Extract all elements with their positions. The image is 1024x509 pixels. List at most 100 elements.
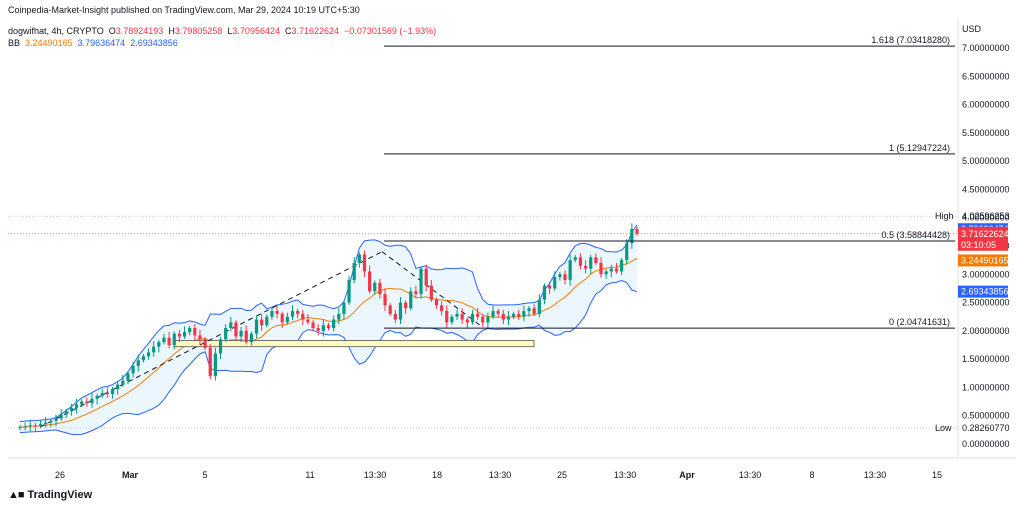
candle-body [440, 305, 444, 312]
candle-body [542, 285, 547, 300]
candle-body [589, 257, 593, 269]
candle-body [604, 271, 608, 275]
fib-level-label: 0.5 (3.58844428) [881, 230, 950, 240]
open-value: 3.78924193 [115, 26, 164, 36]
candle-body [424, 268, 428, 286]
x-tick-label: 8 [809, 470, 814, 480]
candle-body [357, 254, 361, 263]
currency-label[interactable]: USD [962, 24, 982, 34]
candle-body [275, 311, 279, 314]
candle-body [141, 356, 145, 361]
candle-body [311, 322, 315, 329]
candle-body [332, 319, 336, 329]
last-price-tag: 3.71622624 [961, 229, 1009, 239]
symbol-label[interactable]: dogwifhat, 4h, CRYPTO [8, 26, 104, 36]
candle-body [512, 313, 516, 317]
fib-level-label: 1.618 (7.03418280) [871, 35, 950, 45]
falling-trendline [381, 251, 481, 326]
x-tick-label: 13:30 [364, 470, 387, 480]
x-tick-label: 15 [932, 470, 942, 480]
candle-body [18, 427, 22, 429]
brand-label: TradingView [27, 489, 93, 501]
candle-body [398, 302, 403, 320]
candle-body [157, 342, 161, 347]
candle-body [49, 420, 53, 423]
y-tick-label: 0.50000000 [962, 411, 1010, 421]
x-tick-label: 13:30 [489, 470, 512, 480]
y-tick-label: 6.00000000 [962, 100, 1010, 110]
candle-body [105, 393, 110, 395]
candle-body [249, 333, 253, 343]
candle-body [306, 319, 310, 323]
candle-body [146, 352, 151, 357]
candle-body [74, 404, 79, 408]
x-tick-label: 13:30 [739, 470, 762, 480]
candle-body [558, 274, 562, 278]
candle-body [218, 339, 223, 354]
low-value: 3.70956424 [232, 26, 280, 36]
candle-body [537, 299, 541, 314]
candle-body [342, 302, 346, 314]
candle-body [486, 316, 490, 323]
y-tick-label: 3.00000000 [962, 269, 1010, 279]
bb-label[interactable]: BB [8, 38, 21, 48]
bb-lower-value: 2.69343856 [130, 38, 178, 48]
bb-lower-line [19, 280, 638, 436]
candle-body [373, 282, 377, 292]
candle-body [188, 328, 192, 332]
candle-body [414, 291, 418, 295]
candle-body [38, 424, 43, 426]
candle-body [326, 325, 331, 329]
y-tick-label: 5.00000000 [962, 156, 1010, 166]
candle-body [224, 328, 228, 340]
candle-body [254, 319, 259, 334]
candle-body [80, 401, 84, 405]
candle-body [208, 347, 212, 377]
y-tick-label: 2.00000000 [962, 326, 1010, 336]
high-value: 3.79805258 [174, 26, 223, 36]
candle-body [239, 330, 243, 337]
tradingview-logo-icon: ▲■ [8, 489, 25, 501]
candle-body [270, 311, 274, 317]
candle-body [234, 322, 238, 337]
candle-body [182, 331, 187, 337]
change-value: −0.07301569 (−1.93%) [344, 26, 437, 36]
candle-body [470, 313, 475, 323]
candle-body [59, 414, 63, 419]
candle-body [229, 322, 233, 329]
candle-body [563, 274, 567, 280]
y-tick-label: 5.50000000 [962, 128, 1010, 138]
candle-body [100, 393, 104, 396]
candle-body [121, 380, 125, 385]
candle-body [198, 335, 202, 340]
candle-body [64, 411, 68, 415]
candle-body [162, 337, 166, 343]
y-tick-label: 4.50000000 [962, 184, 1010, 194]
low-value-label: 0.28260770 [962, 423, 1010, 433]
fib-level-label: 0 (2.04741631) [889, 317, 950, 327]
y-tick-label: 0.00000000 [962, 439, 1010, 449]
candle-body [177, 333, 181, 337]
close-label: C [285, 26, 292, 36]
candle-body [630, 229, 634, 244]
candle-body [352, 262, 356, 280]
x-tick-label: 26 [55, 470, 65, 480]
candle-body [383, 294, 387, 306]
candle-body [429, 285, 433, 300]
bb-basis-value: 3.24490165 [25, 38, 73, 48]
x-tick-label: 5 [202, 470, 207, 480]
bb-legend: BB 3.24490165 3.79636474 2.69343856 [8, 38, 178, 48]
candle-body [481, 316, 485, 323]
tradingview-footer[interactable]: ▲■ TradingView [8, 489, 92, 501]
candle-body [609, 268, 613, 272]
x-tick-label: Mar [122, 470, 139, 480]
candle-body [568, 260, 572, 280]
candle-body [44, 422, 48, 425]
candle-body [193, 328, 197, 336]
candle-body [172, 333, 176, 345]
candle-body [409, 291, 413, 309]
fib-level-label: 1 (5.12947224) [889, 143, 950, 153]
close-value: 3.71622624 [291, 26, 340, 36]
candle-body [347, 279, 351, 303]
